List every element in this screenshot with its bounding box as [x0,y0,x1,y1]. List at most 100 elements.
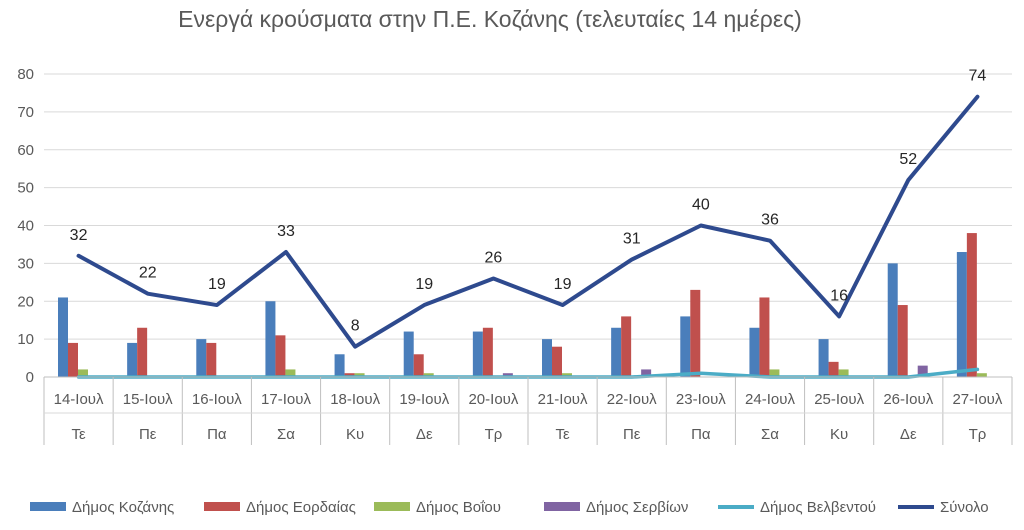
bar [641,369,652,377]
x-subcategory-label: Σα [277,426,295,443]
y-tick-label: 30 [17,255,34,272]
x-tick-label: 23-Ιουλ [676,391,726,408]
data-label: 26 [485,250,503,267]
x-subcategory-label: Τε [71,426,86,443]
x-tick-label: 24-Ιουλ [745,391,795,408]
bar [680,316,691,377]
y-tick-label: 40 [17,218,34,235]
bar [78,369,88,377]
x-tick-label: 17-Ιουλ [261,391,311,408]
bar [403,331,414,377]
y-tick-label: 20 [17,293,34,310]
x-tick-label: 21-Ιουλ [538,391,588,408]
bar [68,342,78,377]
data-label: 33 [277,223,295,240]
legend-label: Δήμος Βοΐου [416,499,501,516]
x-subcategory-label: Δε [416,426,433,443]
x-tick-label: 15-Ιουλ [123,391,173,408]
bar [196,339,207,377]
data-label: 36 [761,212,779,229]
y-tick-label: 60 [17,142,34,159]
bar [423,373,434,377]
x-subcategory-label: Πα [207,426,227,443]
legend-label: Σύνολο [940,499,989,516]
bar [759,297,770,377]
bar [917,365,928,377]
legend-label: Δήμος Κοζάνης [72,499,174,516]
data-label: 31 [623,231,641,248]
data-label: 40 [692,197,710,214]
legend-swatch [374,502,410,511]
x-subcategory-label: Πα [691,426,711,443]
y-tick-label: 80 [17,66,34,83]
bar [838,369,849,377]
bar [58,297,68,377]
total-line [76,94,980,349]
data-label: 22 [139,265,157,282]
bar [897,305,908,377]
bar [137,327,148,377]
data-label: 74 [969,68,987,85]
x-tick-label: 27-Ιουλ [952,391,1002,408]
bar [127,342,138,377]
bar [552,346,562,377]
x-tick-label: 14-Ιουλ [54,391,104,408]
bar [206,342,217,377]
x-tick-label: 19-Ιουλ [399,391,449,408]
x-subcategory-label: Σα [761,426,779,443]
legend-swatch [30,502,66,511]
data-label: 19 [554,276,572,293]
y-tick-label: 50 [17,180,34,197]
chart-title: Ενεργά κρούσματα στην Π.Ε. Κοζάνης (τελε… [178,6,802,32]
x-subcategory-label: Τε [555,426,570,443]
legend-swatch [544,502,580,511]
bar [749,327,760,377]
data-label: 19 [415,276,433,293]
bar [344,373,355,377]
bar [621,316,632,377]
bar [285,369,296,377]
data-label: 52 [899,151,917,168]
x-subcategory-label: Πε [623,426,641,443]
x-subcategory-label: Τρ [969,426,987,443]
x-subcategory-label: Δε [900,426,917,443]
bar [472,331,483,377]
data-label: 16 [830,287,848,304]
bar [769,369,780,377]
y-tick-label: 10 [17,331,34,348]
legend-label: Δήμος Σερβίων [586,499,688,516]
bar [690,289,701,377]
bar [354,373,365,377]
legend-swatch [204,502,240,511]
x-subcategory-label: Τρ [485,426,503,443]
bar [828,361,839,377]
bar [542,339,552,377]
y-tick-label: 0 [26,369,34,386]
legend-label: Δήμος Εορδαίας [246,499,356,516]
bar [334,354,345,377]
bar [502,373,513,377]
bar [818,339,829,377]
y-tick-label: 70 [17,104,34,121]
x-tick-label: 22-Ιουλ [607,391,657,408]
data-label: 32 [70,227,88,244]
bar [976,373,987,377]
x-tick-label: 25-Ιουλ [814,391,864,408]
bar [413,354,424,377]
bar [966,233,977,377]
bar [562,373,572,377]
data-label: 8 [351,318,360,335]
data-label: 19 [208,276,226,293]
bar [887,263,898,377]
x-subcategory-label: Κυ [346,426,364,443]
bar [956,252,967,377]
x-tick-label: 26-Ιουλ [883,391,933,408]
x-tick-label: 16-Ιουλ [192,391,242,408]
bar [482,327,493,377]
bar [611,327,622,377]
bar [265,301,276,377]
bar [275,335,286,377]
x-subcategory-label: Πε [139,426,157,443]
